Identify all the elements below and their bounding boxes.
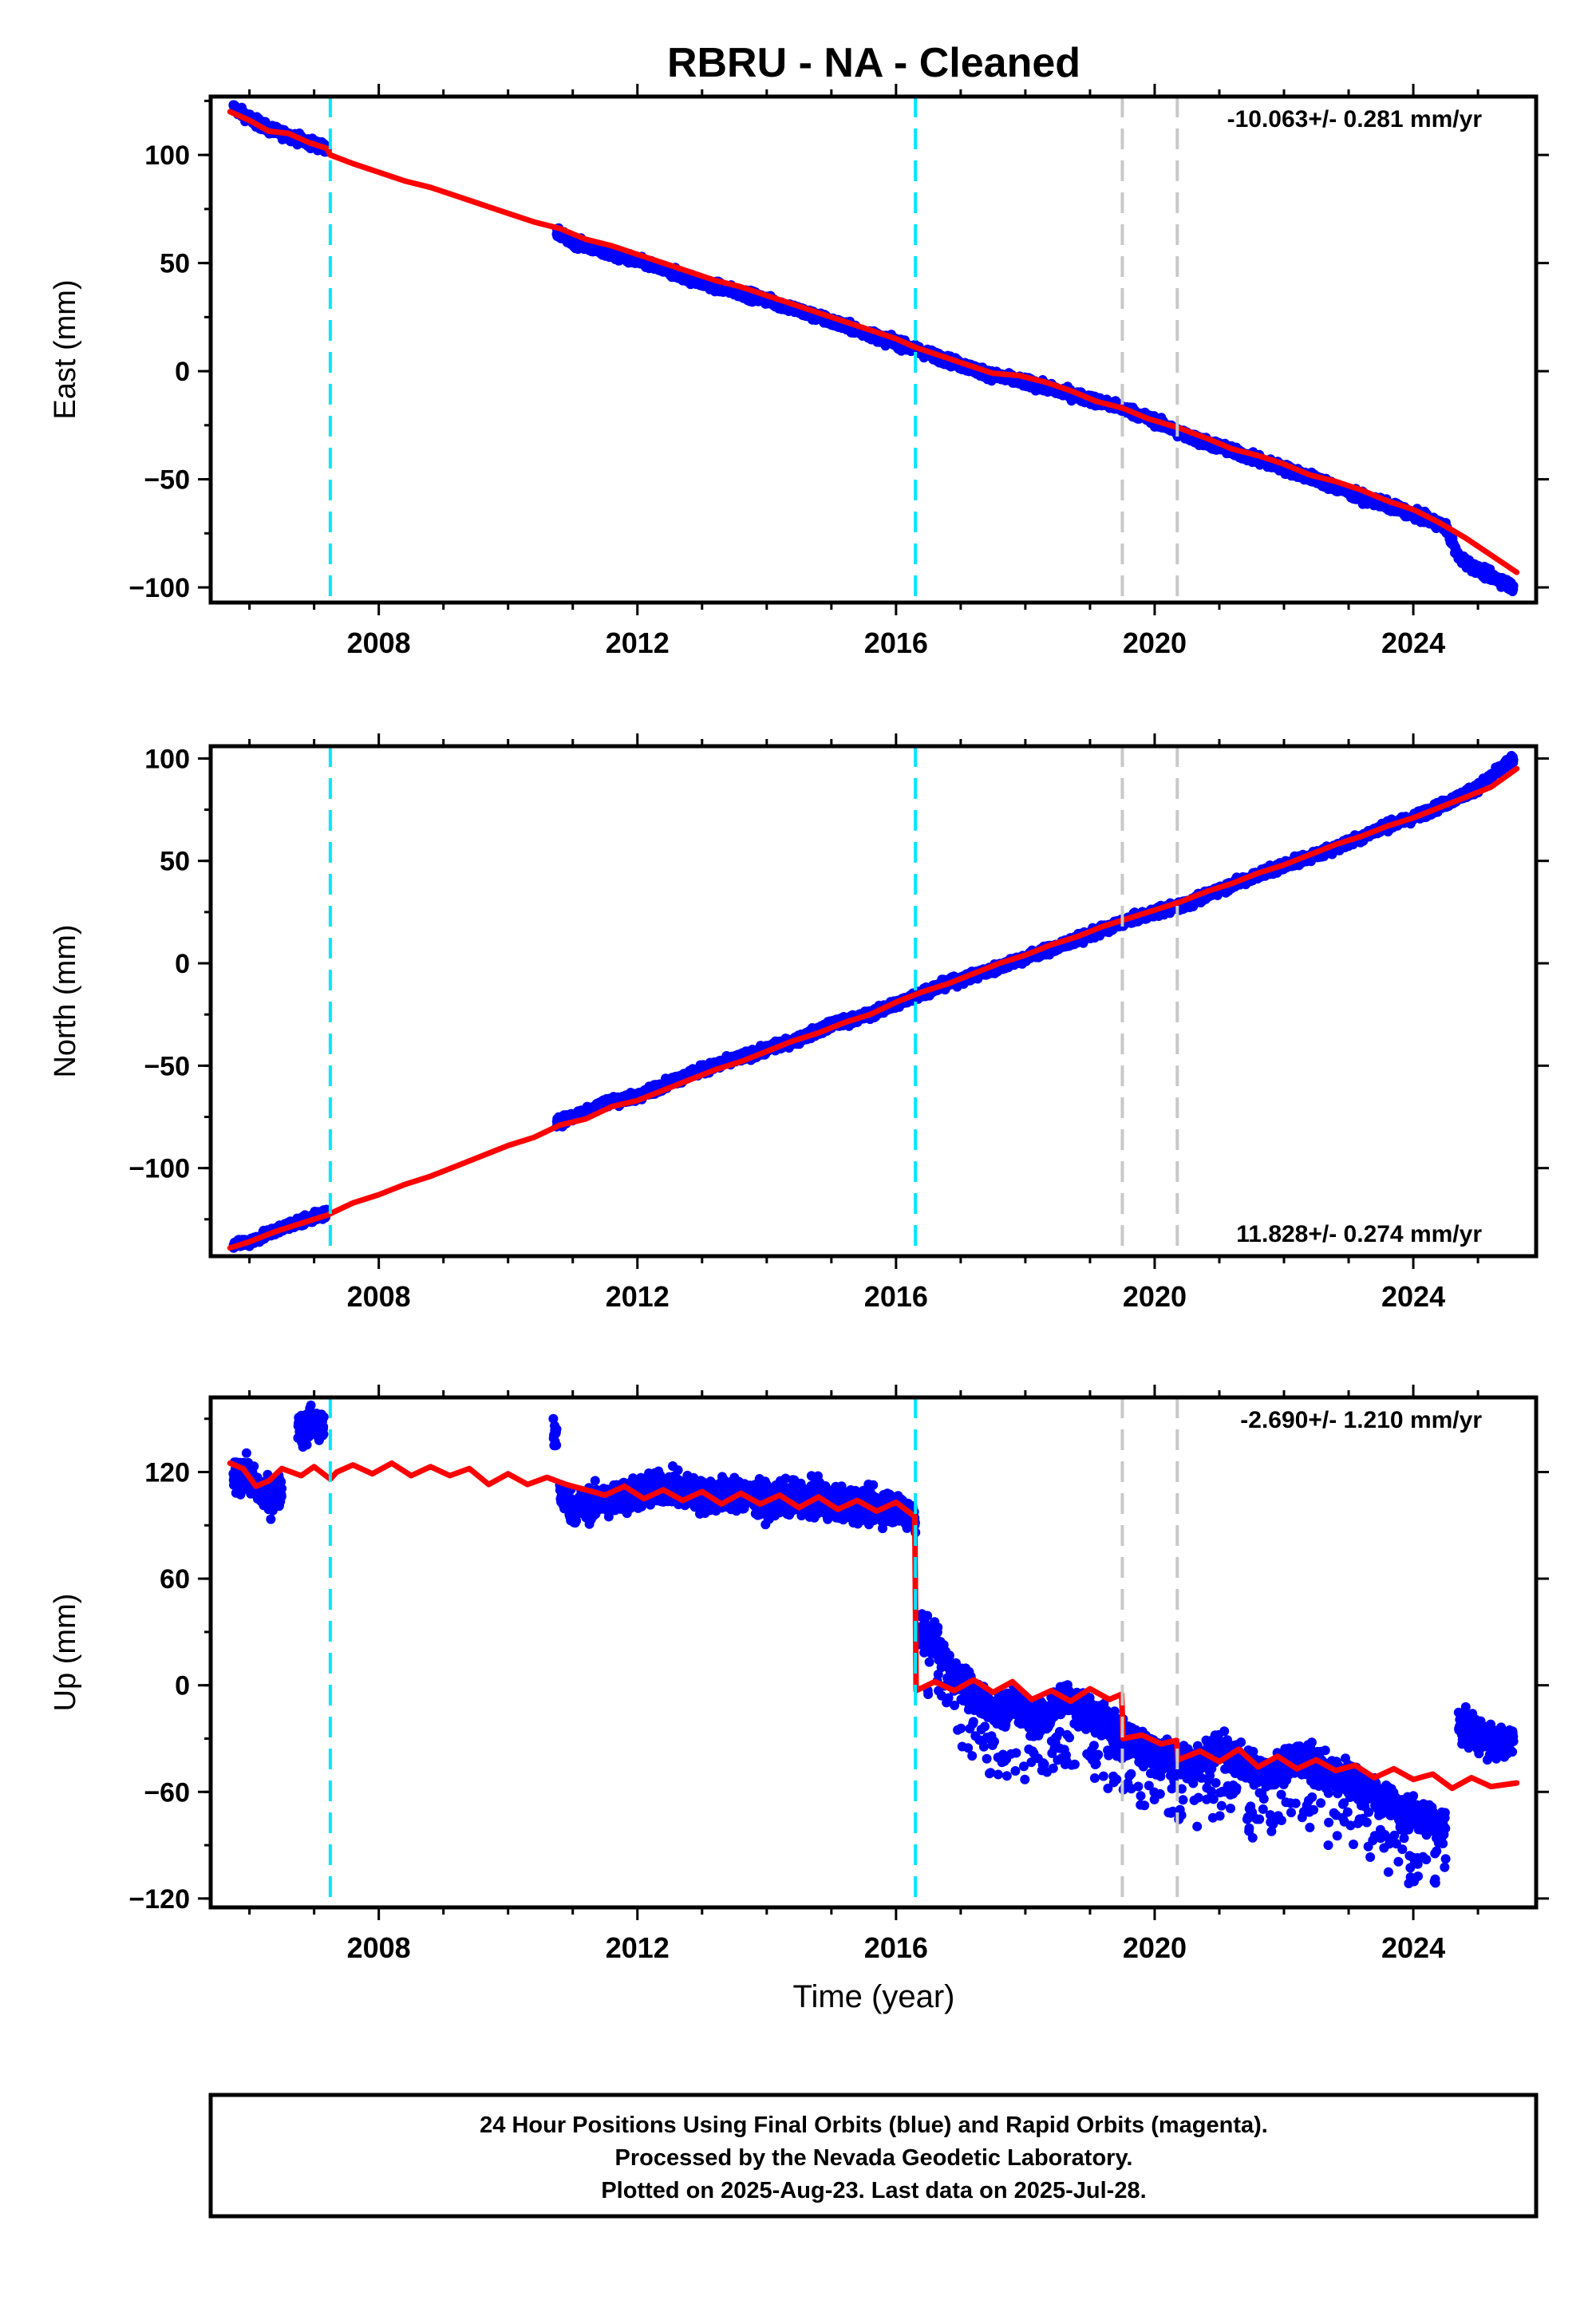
data-series-segment (551, 223, 1519, 597)
velocity-rate-label: -10.063+/- 0.281 mm/yr (1227, 106, 1483, 132)
y-tick-label: −100 (128, 573, 190, 603)
panel-east: 100 50 0 −50 −100 2008 2012 2016 2020 2024 East (m… (49, 84, 1549, 659)
y-tick-label: 50 (160, 249, 190, 279)
y-tick-label: 0 (175, 357, 190, 387)
panel-frame (208, 94, 1539, 605)
x-tick-label: 2012 (606, 626, 670, 659)
chart-title: RBRU - NA - Cleaned (667, 40, 1080, 86)
model-fit-line (227, 109, 1520, 575)
panels: 100 50 0 −50 −100 2008 2012 2016 2020 2024 East (m… (49, 84, 1549, 1964)
y-tick-label: 100 (144, 140, 190, 171)
x-tick-label: 2024 (1381, 626, 1445, 659)
y-axis-label: East (mm) (49, 279, 82, 419)
y-tick-label: −50 (144, 465, 190, 496)
data-point (1508, 581, 1519, 591)
plot-area (227, 750, 1520, 1253)
x-tick-label: 2016 (864, 626, 928, 659)
x-tick-label: 2008 (347, 626, 411, 659)
plot-area (227, 100, 1520, 597)
data-series-segment (228, 100, 332, 157)
x-tick-label: 2020 (1123, 626, 1187, 659)
